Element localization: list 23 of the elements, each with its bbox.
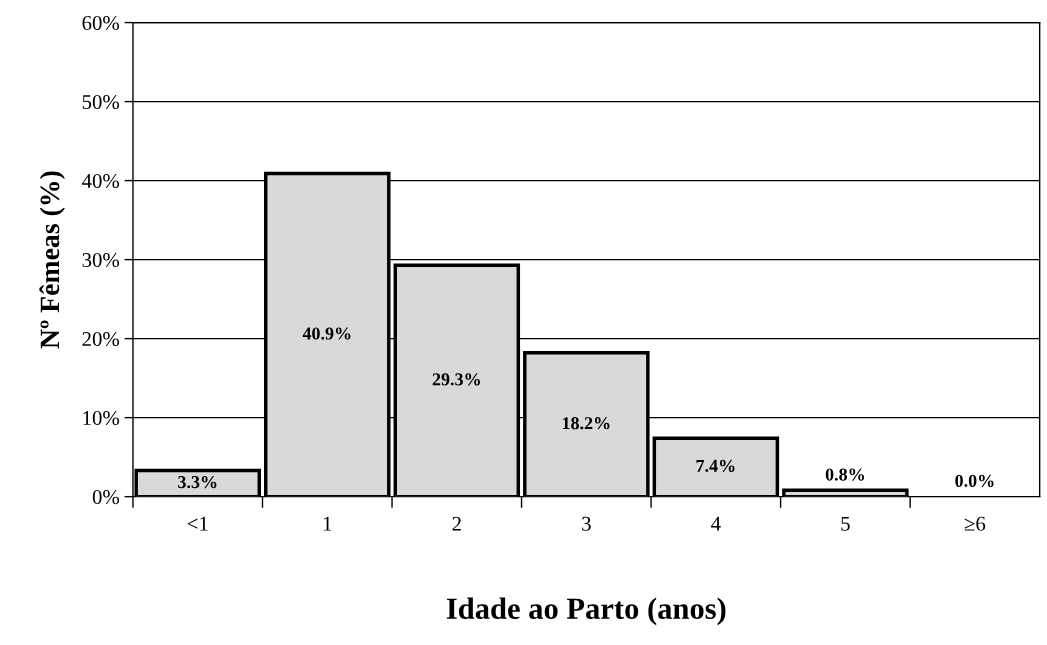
x-tick-label: 2 <box>452 516 461 531</box>
y-axis-title: Nº Fêmeas (%) <box>39 171 65 349</box>
y-tick-label: 40% <box>81 173 120 189</box>
x-tick-label: 3 <box>582 516 591 531</box>
data-label: 0.0% <box>955 474 994 488</box>
y-tick-label: 60% <box>82 15 120 31</box>
x-tick-label: 5 <box>841 516 850 531</box>
y-tick-label: 0% <box>92 490 120 505</box>
x-tick-label: <1 <box>187 516 208 531</box>
y-tick-label: 30% <box>82 252 120 268</box>
x-tick-label: 4 <box>711 516 721 531</box>
y-tick-label: 20% <box>82 332 120 347</box>
x-tick-label: 1 <box>323 516 332 531</box>
data-label: 29.3% <box>432 373 480 386</box>
data-label: 3.3% <box>178 475 217 489</box>
x-tick-label: ≥6 <box>964 516 986 531</box>
data-label: 0.8% <box>825 468 864 481</box>
y-tick-label: 10% <box>83 411 120 426</box>
data-label: 7.4% <box>696 459 735 473</box>
data-label: 18.2% <box>562 417 610 430</box>
y-tick-label: 50% <box>82 94 120 110</box>
data-label: 40.9% <box>302 327 351 340</box>
x-axis-title: Idade ao Parto (anos) <box>446 597 726 626</box>
